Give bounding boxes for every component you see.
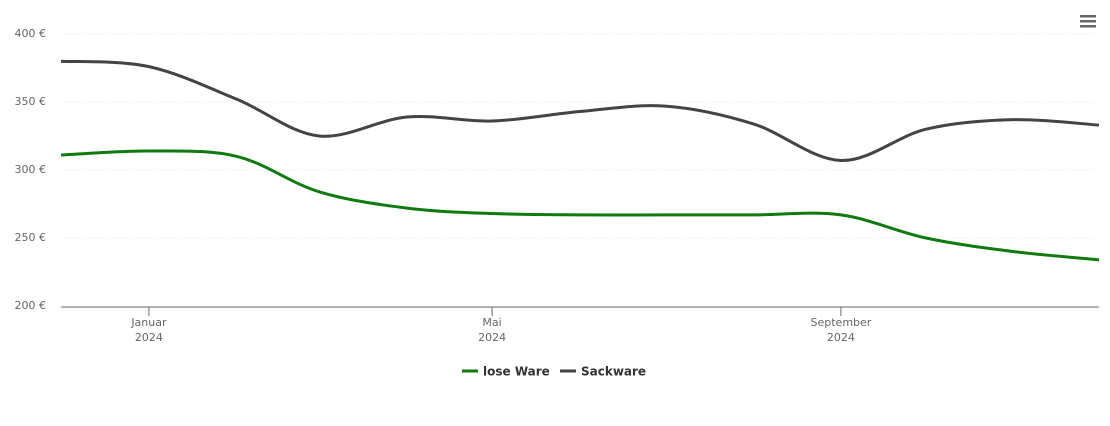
menu-bar <box>1080 15 1096 18</box>
y-tick-label: 350 € <box>15 95 47 108</box>
y-tick-label: 400 € <box>15 27 47 40</box>
legend-item[interactable]: lose Ware <box>462 365 550 379</box>
y-tick-label: 300 € <box>15 163 47 176</box>
x-tick-label: Mai <box>482 316 501 329</box>
legend-label: lose Ware <box>483 365 550 379</box>
menu-button[interactable] <box>1080 15 1096 28</box>
x-tick-label: 2024 <box>478 331 506 344</box>
y-tick-label: 200 € <box>15 299 47 312</box>
legend-label: Sackware <box>581 365 646 379</box>
menu-bar <box>1080 25 1096 28</box>
y-tick-label: 250 € <box>15 231 47 244</box>
series-line <box>60 59 1100 162</box>
menu-bar <box>1080 20 1096 23</box>
x-tick-label: September <box>811 316 872 329</box>
x-tick-label: 2024 <box>135 331 163 344</box>
x-tick-label: 2024 <box>827 331 855 344</box>
legend-item[interactable]: Sackware <box>560 365 646 379</box>
series-line <box>60 149 1100 262</box>
x-tick-label: Januar <box>130 316 167 329</box>
legend: lose Ware Sackware <box>462 365 646 379</box>
